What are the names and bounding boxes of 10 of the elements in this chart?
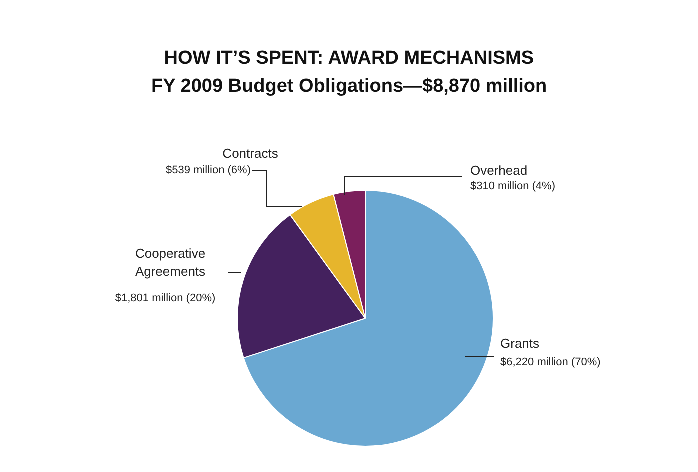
slice-label: Grants: [500, 336, 540, 351]
slice-label: Cooperative Agreements: [135, 246, 206, 279]
slice-label: Contracts: [222, 146, 279, 161]
slice-label: Overhead: [470, 163, 528, 178]
chart-title: HOW IT’S SPENT: AWARD MECHANISMS: [164, 48, 534, 69]
chart-subtitle: FY 2009 Budget Obligations—$8,870 million: [152, 76, 548, 97]
data-label: $6,220 million (70%): [500, 356, 601, 368]
data-label: $539 million (6%): [166, 164, 251, 176]
data-label: $310 million (4%): [470, 180, 556, 192]
data-label: $1,801 million (20%): [115, 292, 216, 304]
